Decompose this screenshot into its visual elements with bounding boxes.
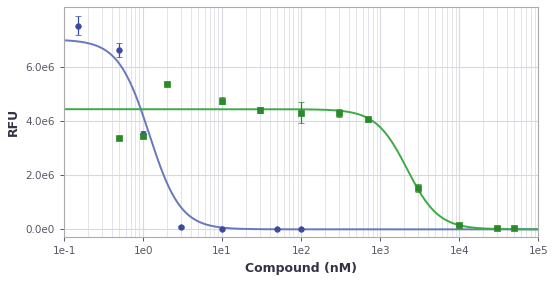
X-axis label: Compound (nM): Compound (nM): [245, 262, 357, 275]
Y-axis label: RFU: RFU: [7, 108, 20, 136]
